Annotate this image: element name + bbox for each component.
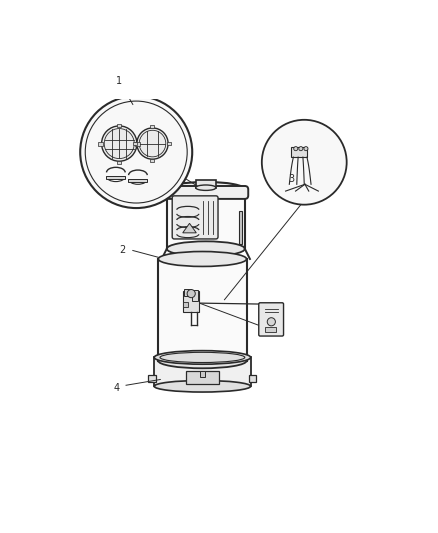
FancyBboxPatch shape bbox=[172, 196, 218, 239]
Circle shape bbox=[304, 147, 308, 151]
Bar bbox=[167, 189, 245, 249]
Circle shape bbox=[187, 289, 195, 297]
Ellipse shape bbox=[154, 381, 251, 392]
Bar bbox=[186, 372, 219, 384]
Bar bbox=[249, 375, 256, 382]
Circle shape bbox=[262, 120, 346, 205]
FancyBboxPatch shape bbox=[163, 186, 248, 199]
Bar bbox=[158, 259, 247, 361]
Bar bbox=[133, 142, 137, 146]
Bar bbox=[150, 125, 154, 128]
Bar bbox=[106, 176, 125, 179]
Bar bbox=[291, 147, 307, 157]
Bar bbox=[196, 180, 216, 188]
Circle shape bbox=[294, 147, 298, 151]
Bar bbox=[98, 142, 103, 146]
Circle shape bbox=[102, 126, 137, 161]
Ellipse shape bbox=[167, 241, 245, 256]
Bar bbox=[192, 289, 198, 302]
Bar bbox=[128, 179, 147, 182]
Polygon shape bbox=[183, 223, 196, 233]
Bar bbox=[150, 159, 154, 163]
Ellipse shape bbox=[196, 185, 216, 190]
FancyBboxPatch shape bbox=[259, 303, 283, 336]
Bar bbox=[167, 142, 171, 146]
Bar bbox=[135, 142, 140, 146]
Text: 4: 4 bbox=[113, 383, 120, 393]
Ellipse shape bbox=[158, 252, 247, 266]
Ellipse shape bbox=[167, 182, 245, 197]
Circle shape bbox=[267, 318, 276, 326]
Bar bbox=[148, 375, 155, 382]
Circle shape bbox=[80, 96, 192, 208]
Bar bbox=[184, 289, 191, 296]
Bar bbox=[183, 302, 188, 306]
Bar bbox=[117, 161, 121, 164]
Bar bbox=[117, 124, 121, 127]
Text: 2: 2 bbox=[120, 246, 126, 255]
Bar bbox=[183, 291, 199, 312]
Ellipse shape bbox=[154, 351, 251, 364]
Circle shape bbox=[299, 147, 303, 151]
Bar bbox=[240, 212, 243, 244]
Ellipse shape bbox=[158, 353, 247, 368]
Circle shape bbox=[137, 128, 168, 159]
Text: 3: 3 bbox=[288, 174, 294, 183]
Bar bbox=[200, 372, 205, 377]
Text: 1: 1 bbox=[116, 76, 122, 86]
Bar bbox=[154, 358, 251, 386]
Bar bbox=[265, 327, 276, 332]
